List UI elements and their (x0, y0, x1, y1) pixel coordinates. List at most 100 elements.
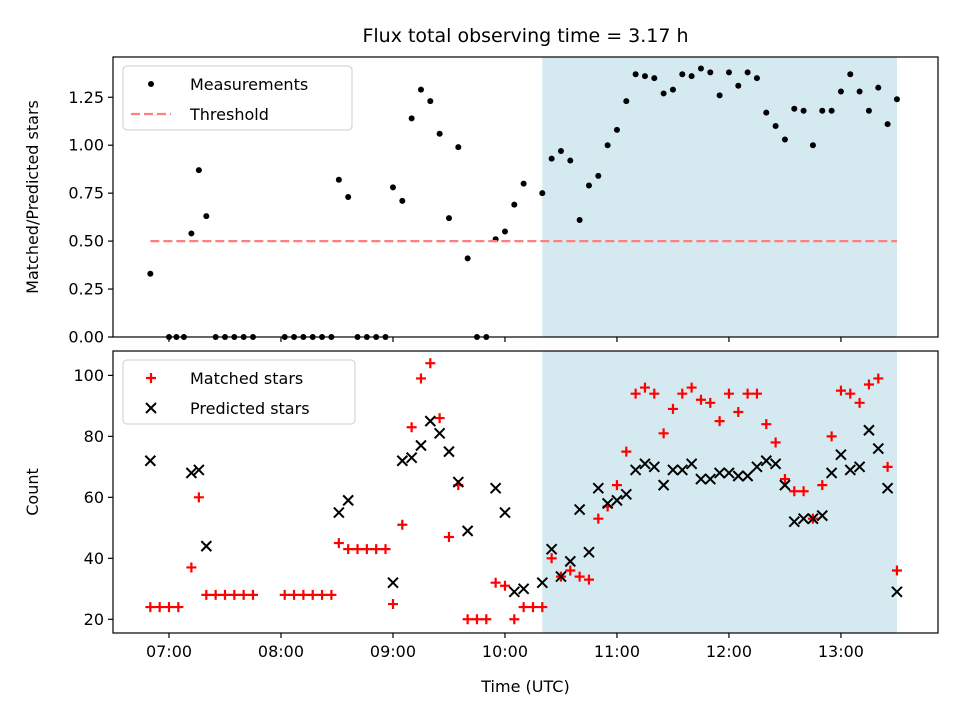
measurement-point (567, 157, 574, 164)
measurement-point (651, 75, 658, 82)
legend-label: Predicted stars (190, 399, 310, 418)
matched-star-point (210, 589, 221, 600)
measurement-point (828, 107, 835, 114)
matched-star-point (186, 562, 197, 573)
measurement-point (520, 180, 527, 187)
matched-star-point (882, 461, 893, 472)
measurement-point (744, 69, 751, 76)
matched-star-point (761, 419, 772, 430)
matched-star-point (705, 397, 716, 408)
predicted-star-point (620, 488, 632, 500)
predicted-star-point (657, 479, 670, 491)
predicted-star-point (769, 458, 782, 470)
measurement-point (809, 142, 816, 149)
predicted-star-point (676, 464, 688, 476)
measurement-point (781, 136, 788, 143)
measurement-point (884, 121, 891, 128)
legend-box (122, 65, 353, 131)
measurement-point (641, 73, 648, 80)
measurement-point (335, 176, 342, 183)
matched-star-point (145, 602, 156, 613)
predicted-star-point (333, 506, 345, 519)
predicted-star-point (573, 503, 586, 516)
measurement-point (632, 71, 639, 78)
measurement-point (847, 71, 854, 78)
matched-star-point (471, 614, 482, 625)
measurement-point (763, 109, 770, 116)
matched-star-point (574, 571, 585, 582)
measurement-point (819, 107, 826, 114)
matched-star-point (891, 565, 902, 576)
measurement-point (511, 201, 518, 208)
chart-title: Flux total observing time = 3.17 h (362, 25, 688, 47)
predicted-star-point (555, 570, 567, 583)
x-tick-label: 07:00 (146, 642, 192, 661)
predicted-star-point (825, 467, 838, 479)
matched-star-point (593, 513, 604, 524)
measurement-point (445, 215, 452, 222)
predicted-star-point (452, 476, 465, 488)
matched-star-point (371, 544, 382, 555)
predicted-star-point (387, 576, 399, 589)
measurement-point (464, 255, 471, 262)
measurement-point (557, 147, 564, 154)
measurement-point (660, 90, 667, 97)
matched-star-point (845, 388, 856, 399)
predicted-star-point (545, 543, 558, 555)
matched-star-point (770, 437, 781, 448)
matched-star-point (490, 577, 501, 588)
predicted-star-point (415, 439, 427, 452)
matched-star-point (854, 397, 865, 408)
predicted-star-point (723, 467, 735, 479)
matched-star-point (229, 589, 240, 600)
matched-star-point (826, 431, 837, 442)
matched-star-point (154, 602, 165, 613)
measurement-point (613, 126, 620, 133)
matched-star-point (352, 544, 363, 555)
predicted-star-point (396, 455, 409, 467)
measurement-point (389, 184, 396, 191)
matched-star-point (537, 602, 548, 613)
y-tick-label: 0.00 (68, 328, 104, 347)
top-panel: 0.00 0.25 0.50 0.75 1.00 1.25 Matched/Predicte… (23, 25, 939, 347)
matched-star-point (443, 531, 454, 542)
matched-star-point (279, 589, 290, 600)
predicted-star-point (807, 512, 819, 525)
matched-star-point (546, 553, 557, 564)
matched-star-point (621, 446, 632, 457)
y-tick-label: 0.25 (68, 280, 104, 299)
measurement-point (753, 75, 760, 82)
predicted-star-point (788, 516, 800, 528)
matched-star-point (499, 580, 510, 591)
matched-star-point (397, 519, 408, 530)
legend-marker-measurements (148, 81, 154, 87)
measurement-point (188, 230, 195, 237)
matched-star-point (611, 480, 622, 491)
predicted-star-point (611, 494, 623, 507)
matched-star-point (751, 388, 762, 399)
measurement-point (147, 270, 154, 277)
predicted-star-point (741, 470, 754, 482)
y-tick-label: 1.00 (68, 136, 104, 155)
matched-star-point (406, 422, 417, 433)
x-tick-label: 10:00 (482, 642, 528, 661)
predicted-star-point (844, 464, 856, 476)
matched-star-point (714, 416, 725, 427)
measurement-point (539, 190, 546, 197)
predicted-star-point (685, 458, 698, 470)
predicted-star-point (713, 467, 726, 479)
predicted-star-point (732, 470, 744, 482)
matched-star-point (527, 602, 538, 613)
predicted-star-point (648, 461, 660, 473)
predicted-star-point (797, 512, 810, 525)
measurement-point (688, 73, 695, 80)
legend-marker-predicted (145, 402, 157, 414)
matched-star-point (583, 574, 594, 585)
matched-star-point (863, 379, 874, 390)
bottom-panel: 20 40 60 80 100 07:00 08:00 09:00 10:00 11:00 12:0… (23, 350, 939, 696)
measurement-point (595, 172, 602, 179)
measurement-point (837, 88, 844, 95)
predicted-star-point (779, 479, 791, 491)
y-axis-label: Matched/Predicted stars (23, 100, 42, 294)
